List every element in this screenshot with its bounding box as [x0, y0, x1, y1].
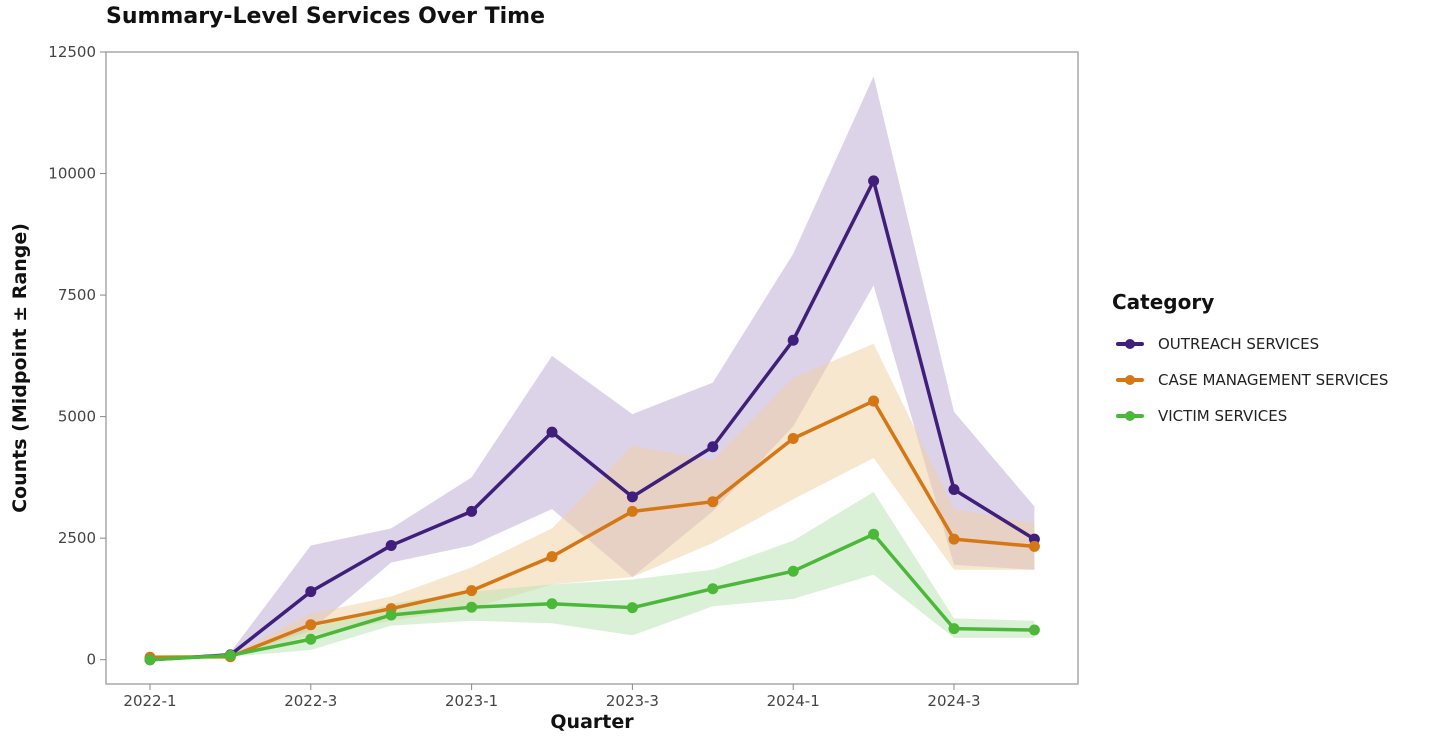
point-series-1-11 — [1028, 540, 1040, 552]
point-series-2-1 — [224, 649, 236, 661]
legend-item-1: CASE MANAGEMENT SERVICES — [1112, 362, 1388, 398]
point-series-0-9 — [868, 175, 880, 187]
point-series-2-10 — [948, 623, 960, 635]
point-series-0-7 — [707, 441, 719, 453]
point-series-1-6 — [626, 505, 638, 517]
y-tick-label-5: 12500 — [48, 43, 96, 61]
x-tick-label-4: 2024-1 — [767, 692, 820, 710]
y-tick-label-0: 0 — [86, 651, 96, 669]
legend-label-2: VICTIM SERVICES — [1158, 407, 1288, 425]
point-series-2-2 — [305, 633, 317, 645]
point-series-0-6 — [626, 491, 638, 503]
legend-item-2: VICTIM SERVICES — [1112, 398, 1388, 434]
y-tick-label-3: 7500 — [58, 286, 96, 304]
band-series-0 — [150, 76, 1035, 660]
series-lines — [149, 179, 1036, 662]
band-series-1 — [150, 343, 1035, 659]
legend-key-1 — [1112, 370, 1148, 390]
line-series-1 — [149, 399, 1035, 660]
point-series-2-8 — [787, 565, 799, 577]
point-series-2-0 — [144, 654, 156, 666]
point-series-1-5 — [546, 551, 558, 563]
x-tick-label-2: 2023-1 — [445, 692, 498, 710]
y-axis-ticks: 0 2500 5000 7500 10000 12500 — [48, 43, 106, 669]
y-tick-label-4: 10000 — [48, 165, 96, 183]
point-series-0-8 — [787, 334, 799, 346]
x-tick-label-3: 2023-3 — [606, 692, 659, 710]
point-series-2-9 — [868, 528, 880, 540]
legend-label-0: OUTREACH SERVICES — [1158, 335, 1320, 353]
chart-title: Summary-Level Services Over Time — [106, 4, 546, 29]
confidence-bands — [150, 76, 1035, 660]
point-series-1-10 — [948, 533, 960, 545]
point-series-0-10 — [948, 484, 960, 496]
legend-title: Category — [1112, 290, 1215, 314]
x-tick-label-0: 2022-1 — [123, 692, 176, 710]
line-series-0 — [149, 179, 1036, 662]
point-series-1-4 — [466, 585, 478, 597]
point-series-2-6 — [626, 602, 638, 614]
x-tick-label-1: 2022-3 — [284, 692, 337, 710]
legend-items: OUTREACH SERVICES CASE MANAGEMENT SERVICE… — [1112, 326, 1388, 434]
point-series-0-2 — [305, 586, 317, 598]
point-series-2-4 — [466, 601, 478, 613]
plot-frame — [105, 51, 1079, 685]
line-series-2 — [149, 532, 1035, 662]
point-series-2-3 — [385, 609, 397, 621]
point-series-2-5 — [546, 598, 558, 610]
point-series-1-7 — [707, 496, 719, 508]
series-points — [144, 175, 1040, 666]
x-axis-label: Quarter — [550, 711, 634, 733]
band-series-2 — [150, 491, 1035, 660]
legend-label-1: CASE MANAGEMENT SERVICES — [1158, 371, 1389, 389]
point-series-1-9 — [868, 395, 880, 407]
legend-key-0 — [1112, 334, 1148, 354]
y-axis-label: Counts (Midpoint ± Range) — [9, 223, 31, 513]
point-series-2-11 — [1028, 624, 1040, 636]
x-tick-label-5: 2024-3 — [927, 692, 980, 710]
x-axis-ticks: 2022-1 2022-3 2023-1 2023-3 2024-1 2024-3 — [123, 684, 981, 710]
y-tick-label-1: 2500 — [58, 529, 96, 547]
legend: Category OUTREACH SERVICES CASE MANAGEMEN… — [1112, 290, 1388, 434]
legend-item-0: OUTREACH SERVICES — [1112, 326, 1388, 362]
point-series-0-4 — [466, 505, 478, 517]
point-series-1-8 — [787, 432, 799, 444]
y-tick-label-2: 5000 — [58, 408, 96, 426]
point-series-2-7 — [707, 583, 719, 595]
point-series-1-2 — [305, 619, 317, 631]
point-series-0-5 — [546, 426, 558, 438]
legend-key-2 — [1112, 406, 1148, 426]
point-series-0-3 — [385, 539, 397, 551]
